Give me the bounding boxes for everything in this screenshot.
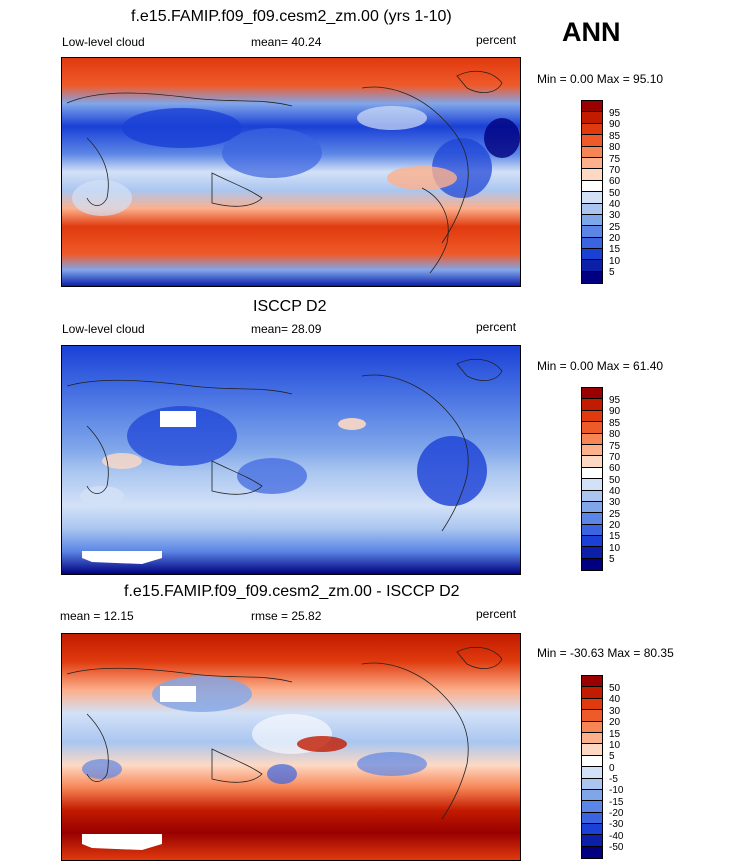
panel3-cbar-label: 10 [609, 740, 621, 751]
panel3-map [61, 633, 521, 861]
panel3-cbar-label: -5 [609, 774, 618, 785]
panel2-cbar-label: 40 [609, 486, 621, 497]
panel2-cbar-label: 95 [609, 395, 621, 406]
panel3-cbar-label: 0 [609, 763, 615, 774]
panel1-colorbar [581, 100, 603, 284]
panel2-cbar-label: 60 [609, 463, 621, 474]
panel3-title: f.e15.FAMIP.f09_f09.cesm2_zm.00 - ISCCP … [124, 583, 460, 600]
panel3-cbar-label: 50 [609, 683, 621, 694]
panel1-title: f.e15.FAMIP.f09_f09.cesm2_zm.00 (yrs 1-1… [131, 8, 452, 25]
panel2-cbar-label: 10 [609, 543, 621, 554]
panel1-cbar-label: 30 [609, 210, 621, 221]
panel2-title: ISCCP D2 [253, 298, 327, 315]
panel3-colorbar [581, 675, 603, 859]
panel2-cbar-label: 75 [609, 441, 621, 452]
panel1-cbar-label: 10 [609, 256, 621, 267]
panel3-cbar-label: -20 [609, 808, 624, 819]
panel2-cbar-label: 5 [609, 554, 615, 565]
panel2-colorbar [581, 387, 603, 571]
panel1-cbar-label: 25 [609, 222, 621, 233]
panel1-units-label: percent [476, 33, 517, 47]
panel1-cbar-label: 15 [609, 244, 621, 255]
panel1-cbar-label: 85 [609, 131, 621, 142]
panel1-cbar-label: 5 [609, 267, 615, 278]
panel3-cbar-label: 20 [609, 717, 621, 728]
panel3-cbar-label: -30 [609, 819, 624, 830]
panel2-map [61, 345, 521, 575]
panel3-cbar-label: 15 [609, 729, 621, 740]
panel1-cbar-label: 70 [609, 165, 621, 176]
panel3-mean-label: mean = 12.15 [60, 609, 134, 623]
panel2-mean-label: mean= 28.09 [251, 322, 322, 336]
panel2-cbar-label: 70 [609, 452, 621, 463]
panel1-cbar-label: 95 [609, 108, 621, 119]
panel2-cbar-label: 85 [609, 418, 621, 429]
panel1-cbar-label: 50 [609, 188, 621, 199]
season-label: ANN [562, 17, 621, 47]
panel3-units-label: percent [476, 607, 517, 621]
panel1-mean-label: mean= 40.24 [251, 35, 322, 49]
panel1-cbar-label: 80 [609, 142, 621, 153]
panel2-cbar-label: 20 [609, 520, 621, 531]
panel1-map [61, 57, 521, 287]
panel3-cbar-label: -15 [609, 797, 624, 808]
panel2-cbar-label: 25 [609, 509, 621, 520]
panel2-units-label: percent [476, 320, 517, 334]
panel2-minmax: Min = 0.00 Max = 61.40 [537, 359, 664, 373]
panel3-cbar-label: 30 [609, 706, 621, 717]
panel1-minmax: Min = 0.00 Max = 95.10 [537, 72, 664, 86]
panel2-cbar-label: 15 [609, 531, 621, 542]
panel2-cbar-label: 80 [609, 429, 621, 440]
panel1-left-label: Low-level cloud [62, 35, 145, 49]
panel3-rmse-label: rmse = 25.82 [251, 609, 322, 623]
panel1-cbar-label: 90 [609, 119, 621, 130]
panel1-cbar-label: 20 [609, 233, 621, 244]
panel1-cbar-label: 40 [609, 199, 621, 210]
panel3-minmax: Min = -30.63 Max = 80.35 [537, 646, 674, 660]
panel3-cbar-label: 5 [609, 751, 615, 762]
panel1-cbar-label: 75 [609, 154, 621, 165]
panel2-left-label: Low-level cloud [62, 322, 145, 336]
panel2-cbar-label: 50 [609, 475, 621, 486]
panel2-cbar-label: 90 [609, 406, 621, 417]
panel3-cbar-label: -40 [609, 831, 624, 842]
panel3-cbar-label: 40 [609, 694, 621, 705]
panel1-cbar-label: 60 [609, 176, 621, 187]
panel3-cbar-label: -10 [609, 785, 624, 796]
panel3-cbar-label: -50 [609, 842, 624, 853]
panel2-cbar-label: 30 [609, 497, 621, 508]
